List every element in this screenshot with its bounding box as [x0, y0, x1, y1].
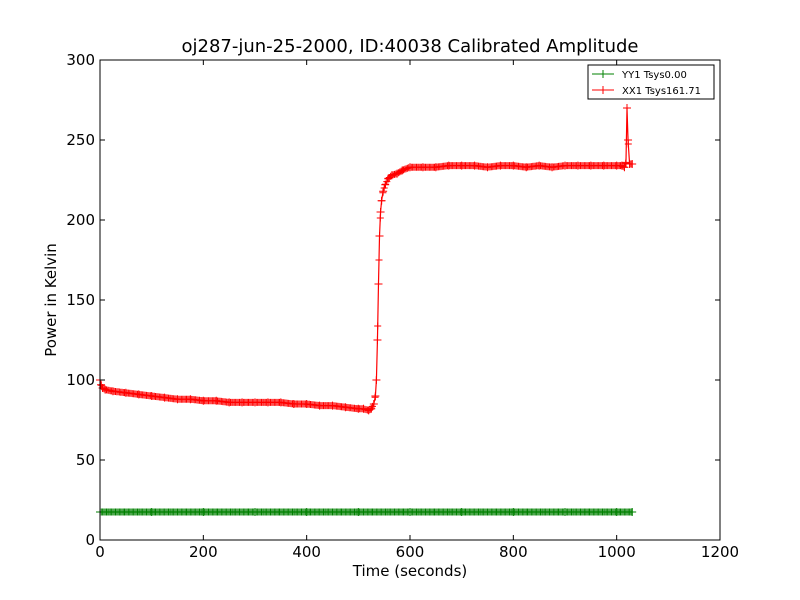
data-point — [373, 336, 382, 344]
legend-label-0: YY1 Tsys0.00 — [621, 70, 687, 81]
y-tick-label: 200 — [66, 211, 95, 229]
x-axis-label: Time (seconds) — [352, 562, 468, 580]
x-tick-label: 600 — [396, 543, 425, 561]
data-point — [375, 232, 384, 240]
series-0 — [96, 508, 637, 516]
x-tick-label: 200 — [189, 543, 218, 561]
y-tick-label: 50 — [76, 451, 95, 469]
y-tick-label: 250 — [66, 131, 95, 149]
x-tick-label: 800 — [499, 543, 528, 561]
y-tick-label: 150 — [66, 291, 95, 309]
chart-title: oj287-jun-25-2000, ID:40038 Calibrated A… — [181, 36, 638, 57]
ticks-layer: 0 200 400 600 800 1000 1200 0 50 100 150 200 250 300 — [66, 51, 739, 561]
x-tick-label: 0 — [95, 543, 105, 561]
y-tick-label: 100 — [66, 371, 95, 389]
x-tick-label: 1000 — [598, 543, 636, 561]
y-axis-label: Power in Kelvin — [42, 243, 60, 357]
series-layer — [96, 104, 637, 516]
x-tick-label: 1200 — [701, 543, 739, 561]
marker-trail — [96, 508, 636, 516]
y-tick-label: 0 — [85, 531, 95, 549]
legend: YY1 Tsys0.00 XX1 Tsys161.71 — [587, 64, 715, 100]
legend-marker-1 — [599, 86, 607, 94]
data-point — [374, 280, 383, 288]
legend-marker-0 — [599, 70, 607, 78]
y-tick-label: 300 — [66, 51, 95, 69]
x-tick-label: 400 — [292, 543, 321, 561]
legend-box — [587, 64, 715, 100]
legend-label-1: XX1 Tsys161.71 — [622, 86, 701, 97]
